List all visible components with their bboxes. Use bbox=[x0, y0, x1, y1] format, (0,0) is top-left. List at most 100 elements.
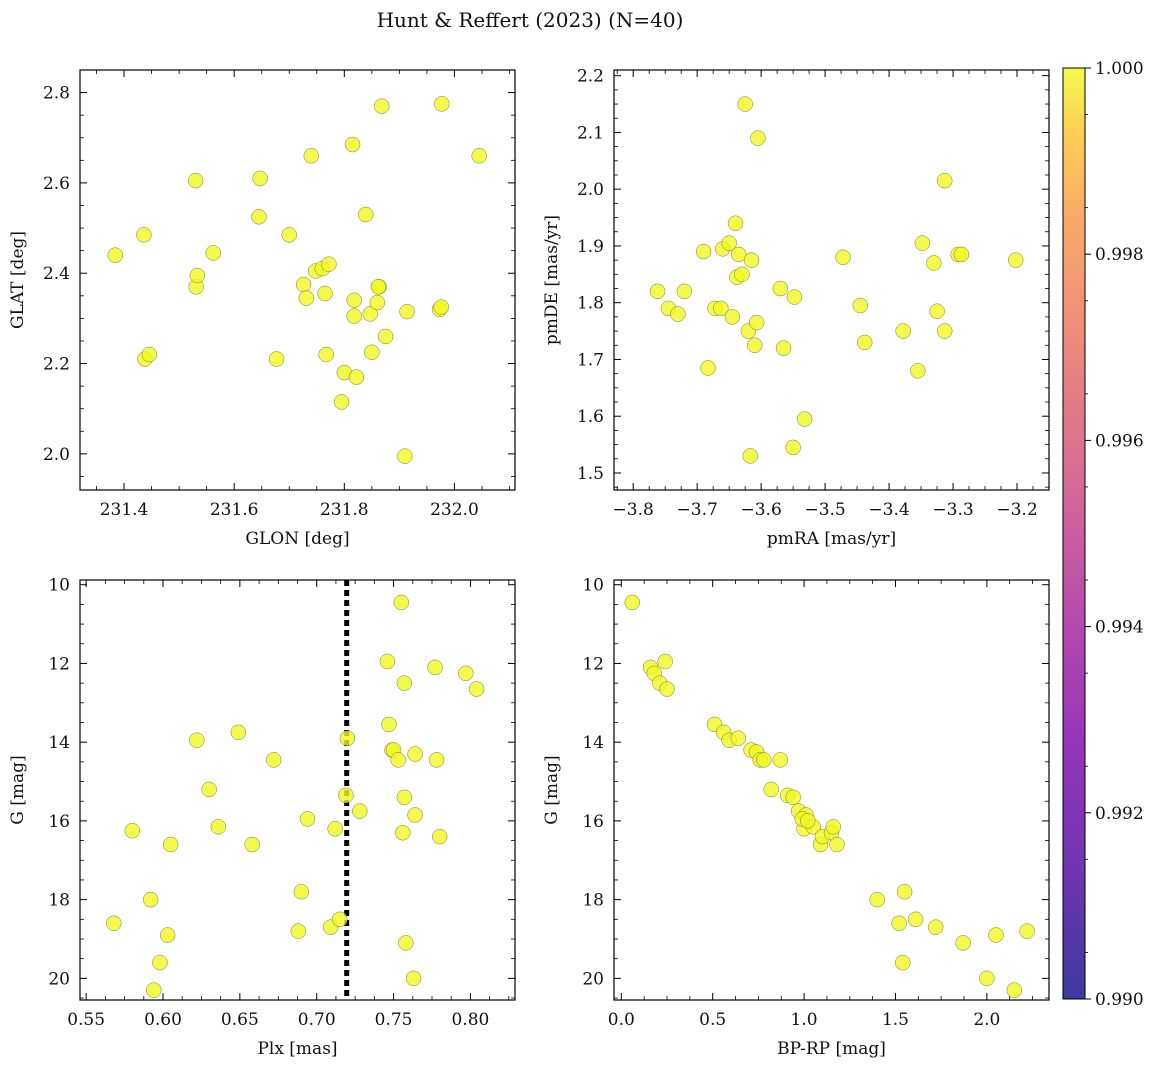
x-tick-label: 0.0 bbox=[608, 1010, 635, 1030]
x-tick-label: 232.0 bbox=[430, 500, 479, 520]
colorbar-tick-label: 0.990 bbox=[1095, 990, 1144, 1010]
data-point bbox=[299, 811, 316, 827]
y-tick-label: 20 bbox=[582, 969, 604, 989]
data-point bbox=[298, 290, 315, 306]
data-point bbox=[979, 970, 995, 987]
data-point bbox=[910, 363, 926, 379]
data-point bbox=[896, 884, 913, 900]
data-point bbox=[136, 227, 152, 243]
data-point bbox=[369, 294, 386, 311]
data-point bbox=[785, 789, 801, 806]
y-tick-label: 10 bbox=[48, 576, 70, 596]
y-tick-label: 12 bbox=[48, 654, 70, 674]
data-point bbox=[295, 276, 312, 293]
data-point bbox=[434, 96, 450, 112]
x-tick-label: −3.6 bbox=[740, 500, 781, 520]
data-point bbox=[891, 915, 907, 931]
data-point bbox=[869, 891, 885, 908]
data-point bbox=[317, 285, 333, 302]
data-point bbox=[743, 252, 760, 268]
data-point bbox=[348, 369, 365, 385]
axes-frame bbox=[79, 69, 516, 491]
x-tick-label: 0.75 bbox=[375, 1010, 413, 1030]
data-point bbox=[857, 334, 873, 351]
data-point bbox=[431, 828, 448, 845]
x-tick-label: 0.5 bbox=[699, 1010, 726, 1030]
y-tick-label: 1.5 bbox=[577, 464, 604, 484]
data-point bbox=[290, 923, 307, 939]
data-point bbox=[756, 752, 772, 768]
x-axis-label: BP-RP [mag] bbox=[777, 1039, 886, 1059]
data-point bbox=[1006, 982, 1023, 998]
x-tick-label: 1.0 bbox=[791, 1010, 818, 1030]
data-point bbox=[953, 246, 970, 263]
y-tick-label: 2.2 bbox=[43, 355, 70, 375]
data-point bbox=[405, 970, 422, 987]
data-point bbox=[364, 344, 380, 361]
data-point bbox=[327, 821, 343, 837]
data-point bbox=[670, 306, 686, 322]
panel-proper-motion: −3.8 −3.7 −3.6 −3.5 −3.4 −3.3 −3.2 1.5 1.6 1.7 1.8… bbox=[542, 67, 1050, 549]
data-point bbox=[146, 982, 162, 998]
x-tick-label: −3.5 bbox=[804, 500, 845, 520]
y-tick-label: 16 bbox=[48, 812, 70, 832]
data-point bbox=[399, 303, 415, 320]
y-tick-label: 2.1 bbox=[577, 123, 604, 143]
data-point bbox=[929, 303, 945, 319]
colorbar-ticks: 1.000 0.998 0.996 0.994 0.992 0.990 bbox=[1085, 59, 1144, 1010]
data-point bbox=[926, 255, 942, 271]
data-point bbox=[700, 360, 716, 376]
data-point bbox=[927, 919, 944, 935]
x-axis-label: Plx [mas] bbox=[257, 1039, 337, 1059]
data-point bbox=[799, 813, 816, 829]
colorbar-tick-label: 1.000 bbox=[1095, 59, 1144, 79]
data-point bbox=[377, 328, 394, 345]
data-point bbox=[730, 246, 747, 263]
data-point bbox=[649, 283, 666, 300]
x-tick-label: −3.3 bbox=[932, 500, 973, 520]
data-point bbox=[393, 594, 410, 611]
figure-title: Hunt & Reffert (2023) (N=40) bbox=[377, 8, 684, 32]
data-point bbox=[281, 227, 297, 243]
axes-frame bbox=[613, 579, 1050, 1001]
data-point bbox=[772, 752, 789, 768]
data-point bbox=[763, 781, 779, 798]
data-point bbox=[433, 299, 449, 315]
data-point bbox=[358, 206, 374, 223]
x-tick-label: −3.2 bbox=[996, 500, 1037, 520]
data-point bbox=[205, 245, 222, 261]
data-point bbox=[657, 653, 673, 670]
y-tick-label: 20 bbox=[48, 969, 70, 989]
y-axis-label: pmDE [mas/yr] bbox=[542, 215, 562, 345]
data-point bbox=[333, 394, 350, 410]
data-point bbox=[713, 300, 729, 317]
y-tick-label: 14 bbox=[48, 733, 70, 753]
data-point bbox=[734, 266, 750, 283]
data-point bbox=[373, 98, 390, 114]
panel-parallax-magnitude: 0.55 0.60 0.65 0.70 0.75 0.80 10 12 14 16 18 20 Plx … bbox=[8, 576, 516, 1059]
data-point bbox=[396, 789, 413, 806]
x-tick-label: 1.5 bbox=[882, 1010, 909, 1030]
y-tick-label: 2.0 bbox=[577, 180, 604, 200]
x-tick-label: 0.60 bbox=[144, 1010, 182, 1030]
data-point bbox=[107, 247, 123, 263]
data-point bbox=[721, 235, 737, 251]
x-tick-label: −3.7 bbox=[677, 500, 718, 520]
data-point bbox=[252, 170, 268, 187]
data-point bbox=[370, 279, 387, 295]
data-point bbox=[852, 297, 869, 314]
data-point bbox=[397, 448, 413, 464]
colorbar-tick-label: 0.998 bbox=[1095, 245, 1144, 265]
colorbar-tick-label: 0.992 bbox=[1095, 804, 1144, 824]
data-point bbox=[1007, 252, 1024, 268]
y-tick-label: 16 bbox=[582, 812, 604, 832]
data-point bbox=[1019, 923, 1035, 939]
data-point bbox=[398, 935, 414, 951]
data-point bbox=[746, 337, 763, 354]
data-point bbox=[346, 308, 362, 324]
data-point bbox=[244, 836, 260, 853]
data-point bbox=[428, 752, 445, 768]
colorbar: 1.000 0.998 0.996 0.994 0.992 0.990 bbox=[1062, 59, 1144, 1010]
panel-glon-glat: 231.4 231.6 231.8 232.0 2.0 2.2 2.4 2.6 2.8 GLON … bbox=[8, 69, 516, 549]
data-point bbox=[907, 911, 924, 928]
